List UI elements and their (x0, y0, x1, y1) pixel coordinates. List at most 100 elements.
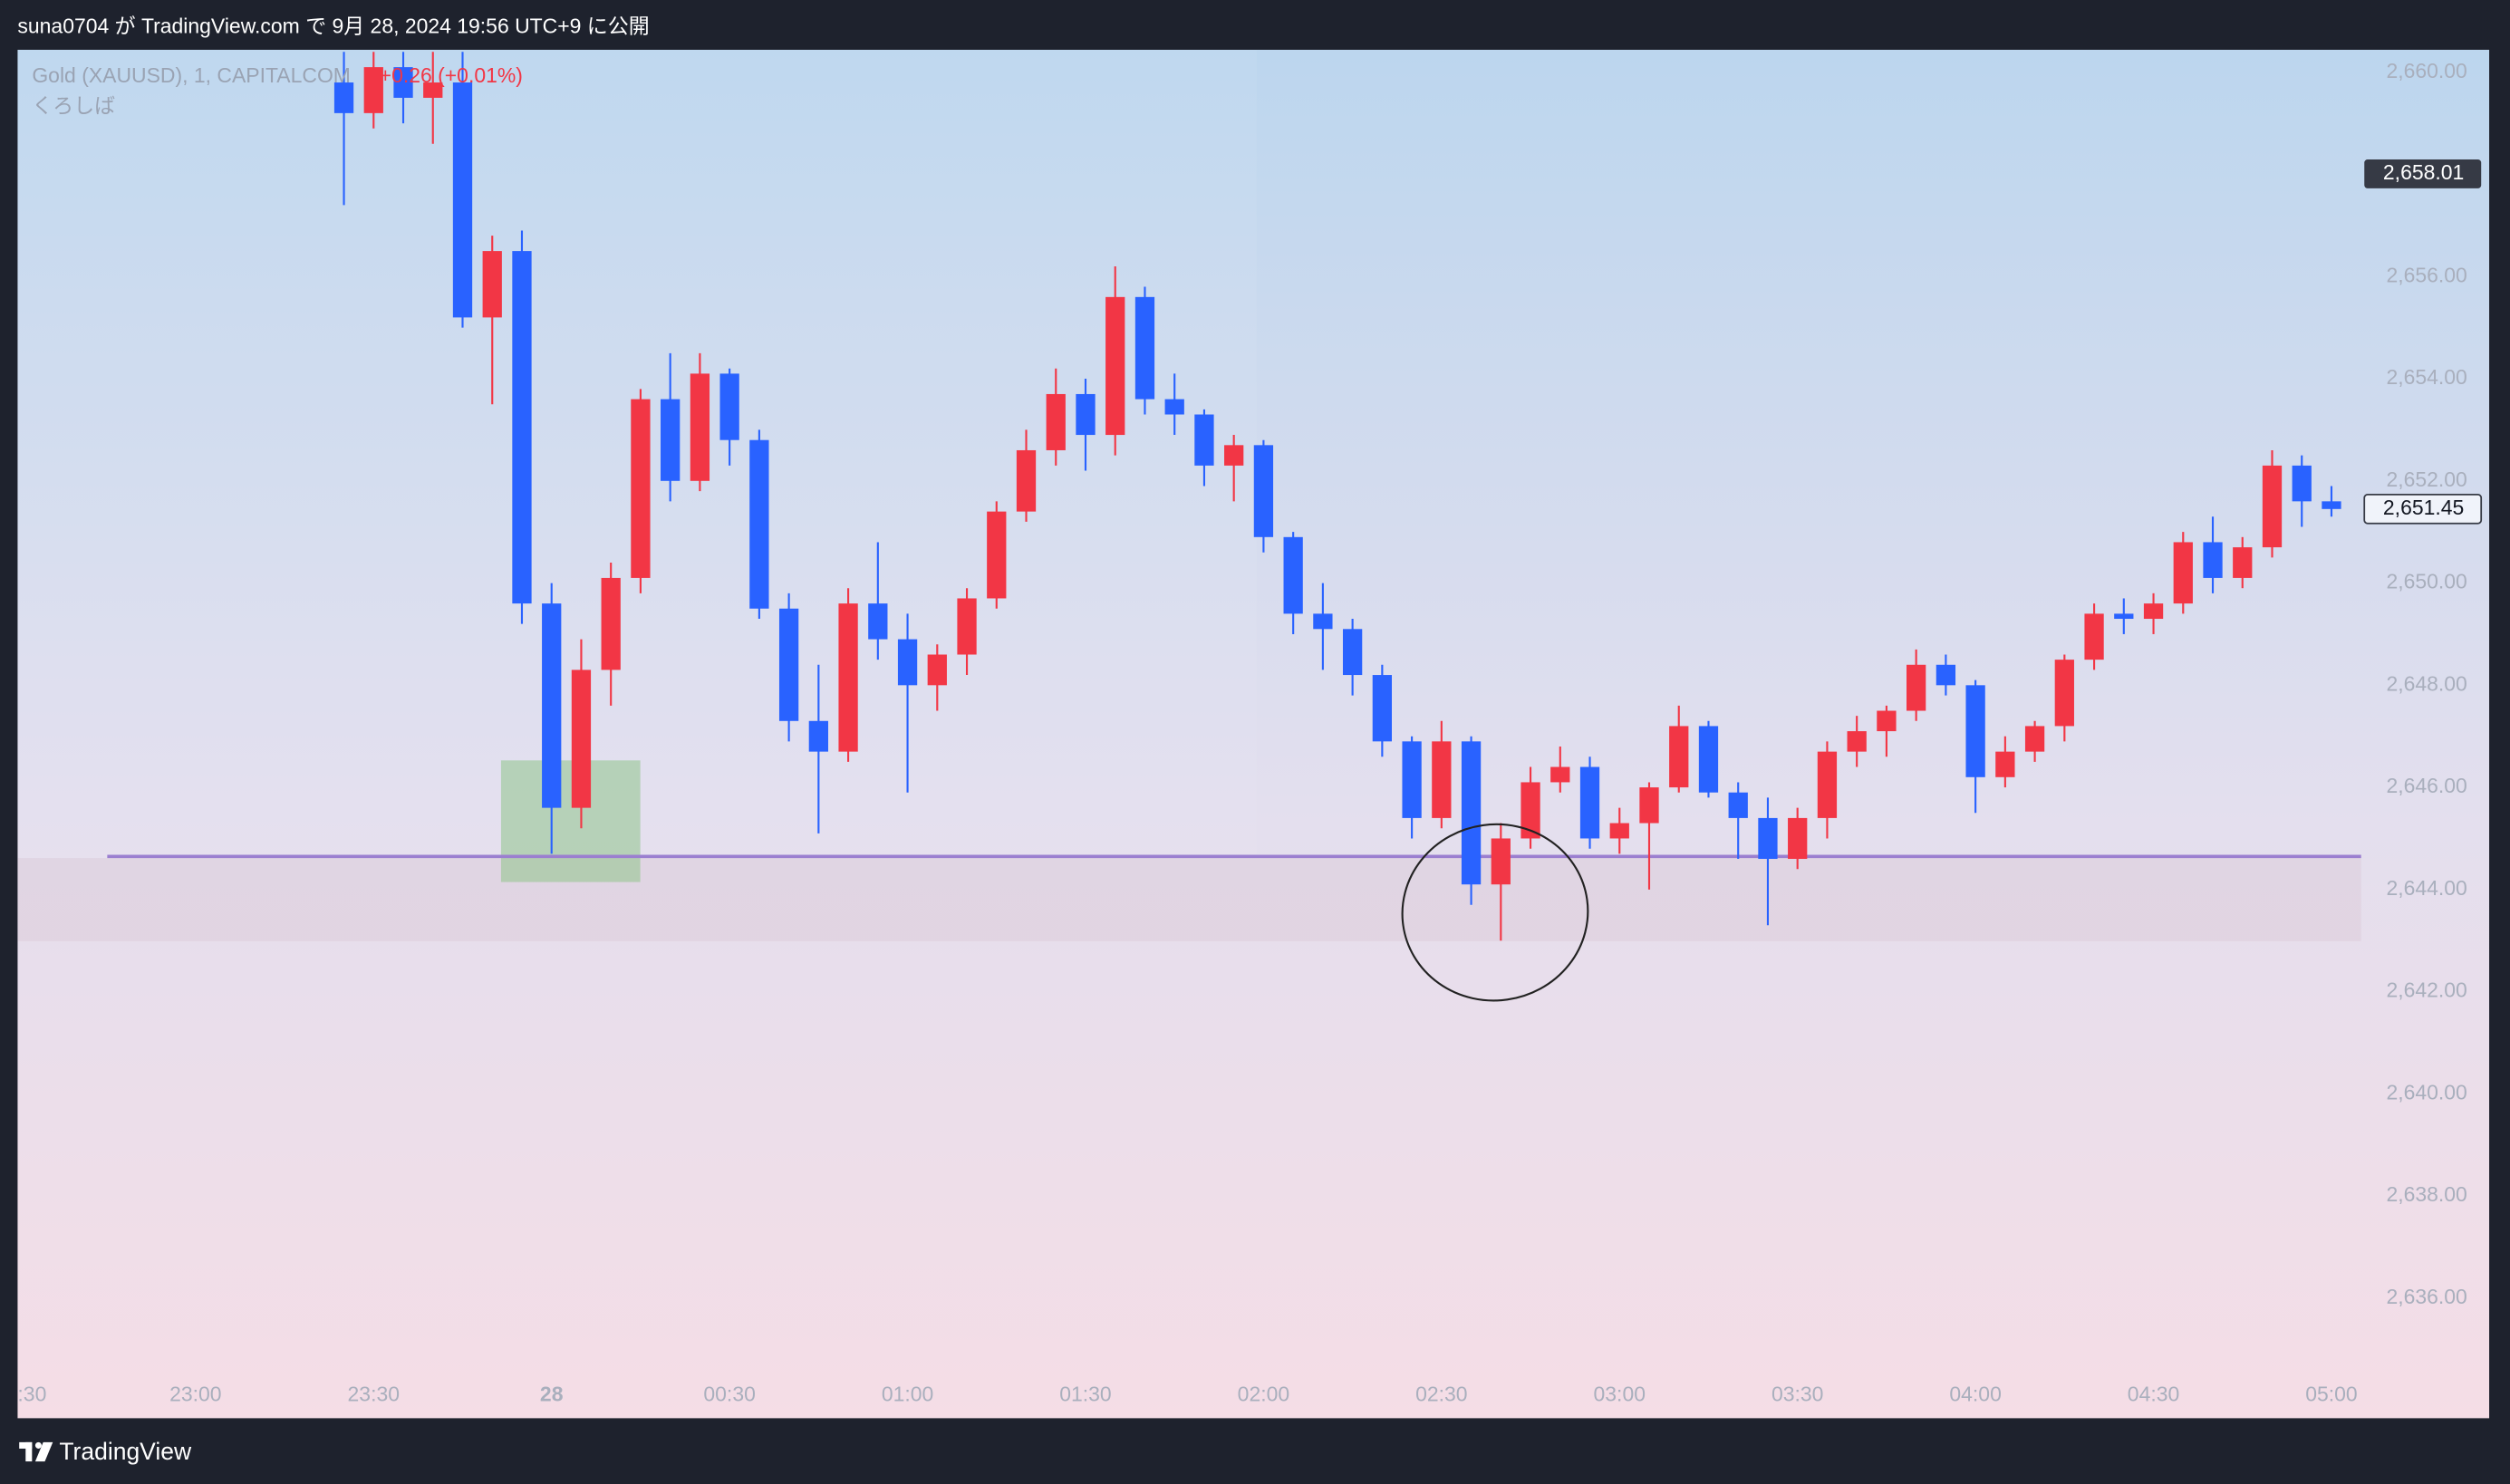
y-tick-label: 2,648.00 (2386, 671, 2467, 695)
chart-background (17, 49, 2490, 1419)
candle-body (838, 603, 858, 752)
x-tick-label: 04:00 (1949, 1383, 2001, 1406)
candle-body (2114, 613, 2134, 620)
candle-body (512, 251, 532, 604)
candle-body (2322, 501, 2341, 509)
candle-body (1224, 445, 1244, 466)
footer-brand: TradingView (59, 1438, 192, 1465)
candle-body (423, 82, 443, 98)
candle-body (2262, 465, 2283, 548)
x-tick-label: 01:00 (882, 1383, 933, 1406)
candle-body (1758, 817, 1778, 860)
candle-body (808, 720, 828, 752)
x-tick-label: 23:30 (348, 1383, 400, 1406)
candle-body (1520, 782, 1540, 839)
candle-body (987, 511, 1007, 599)
candle-body (1728, 792, 1748, 818)
candle-body (719, 373, 739, 440)
x-tick-label: 23:00 (169, 1383, 221, 1406)
tv-logo (19, 1441, 53, 1462)
legend-change: +0.26 (+0.01%) (380, 63, 523, 87)
candle-body (2143, 603, 2164, 620)
price-label: 2,651.45 (2383, 496, 2464, 519)
y-tick-label: 2,636.00 (2386, 1285, 2467, 1308)
candle-body (1579, 766, 1600, 839)
legend-symbol: Gold (XAUUSD), 1, CAPITALCOM (32, 63, 351, 87)
x-tick-label: 01:30 (1059, 1383, 1111, 1406)
candle-body (1194, 414, 1214, 466)
candle-body (2203, 542, 2223, 578)
candle-body (1877, 710, 1897, 732)
candle-body (1550, 766, 1570, 783)
hand-drawn-circle (1401, 823, 1589, 1002)
candle-body (1283, 536, 1303, 614)
support-zone (17, 858, 2361, 941)
y-tick-label: 2,656.00 (2386, 263, 2467, 286)
candle-body (1461, 741, 1482, 885)
header-text: suna0704 が TradingView.com で 9月 28, 2024… (17, 14, 649, 37)
x-tick-label: 28 (540, 1383, 564, 1406)
x-tick-label: 03:00 (1594, 1383, 1646, 1406)
y-tick-label: 2,638.00 (2386, 1182, 2467, 1206)
candle-body (542, 603, 562, 808)
candle-body (749, 439, 769, 609)
candle-body (1402, 741, 1422, 818)
candle-body (2024, 726, 2045, 752)
candle-body (482, 251, 502, 318)
x-tick-label: 02:30 (1415, 1383, 1467, 1406)
candle-body (2233, 547, 2253, 578)
candle-body (1432, 741, 1452, 818)
candle-body (690, 373, 710, 481)
candle-body (601, 577, 621, 670)
candle-body (927, 654, 947, 686)
y-tick-label: 2,646.00 (2386, 774, 2467, 797)
y-tick-label: 2,640.00 (2386, 1080, 2467, 1103)
candle-body (1669, 726, 1689, 788)
candle-body (1164, 399, 1184, 415)
candle-body (1847, 731, 1867, 752)
x-tick-label: 02:00 (1238, 1383, 1289, 1406)
candle-body (1817, 751, 1838, 818)
candle-body (778, 608, 799, 721)
candle-body (1105, 296, 1125, 436)
candle-body (2054, 660, 2074, 727)
x-tick-label: 04:30 (2128, 1383, 2179, 1406)
candles (333, 52, 2341, 941)
candle-body (1639, 787, 1659, 824)
candle-body (1253, 445, 1274, 537)
legend-author: くろしば (32, 94, 115, 118)
x-tick-label: 05:00 (2305, 1383, 2357, 1406)
candle-body (1016, 449, 1037, 512)
x-tick-label: 03:30 (1771, 1383, 1823, 1406)
price-label-box (2363, 494, 2483, 525)
range-box (500, 760, 641, 882)
y-tick-label: 2,654.00 (2386, 365, 2467, 389)
candle-body (333, 82, 354, 113)
candle-body (631, 399, 651, 578)
candle-body (1609, 823, 1629, 839)
candle-body (1965, 685, 1985, 777)
candle-body (1788, 817, 1808, 860)
candle-body (957, 598, 977, 655)
candle-body (1134, 296, 1155, 400)
candle-body (393, 67, 413, 98)
candle-body (1698, 726, 1719, 793)
x-tick-label: 00:30 (703, 1383, 755, 1406)
candle-body (2292, 465, 2312, 502)
candle-body (1372, 675, 1393, 742)
y-tick-label: 2,644.00 (2386, 876, 2467, 900)
y-tick-label: 2,660.00 (2386, 59, 2467, 82)
candle-body (363, 67, 383, 113)
candle-body (1046, 393, 1066, 450)
candle-body (571, 670, 592, 808)
candle-body (1907, 664, 1926, 711)
candle-body (1076, 393, 1096, 436)
y-tick-label: 2,652.00 (2386, 467, 2467, 491)
candle-body (452, 82, 473, 318)
x-tick-label: :30 (17, 1383, 46, 1406)
candle-body (2084, 613, 2104, 660)
price-label-box (2364, 159, 2482, 188)
y-tick-label: 2,642.00 (2386, 978, 2467, 1002)
